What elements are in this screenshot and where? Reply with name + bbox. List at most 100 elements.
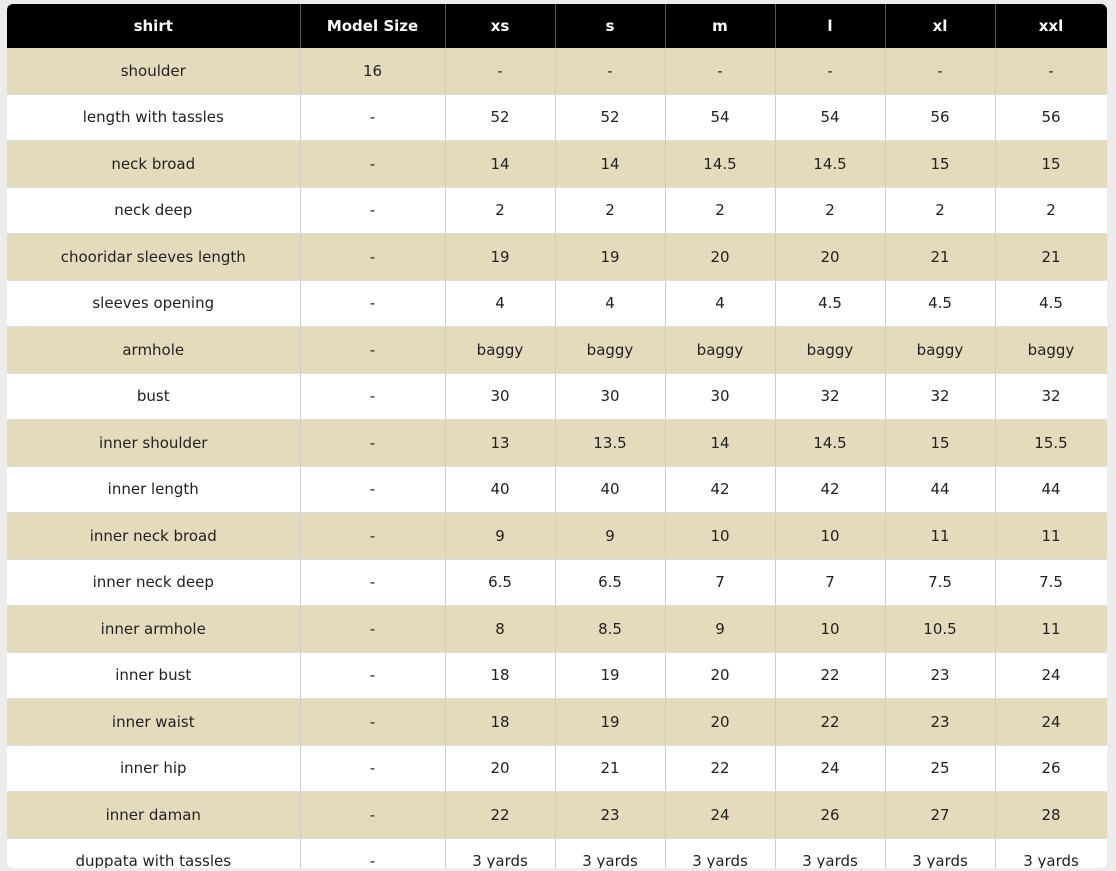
table-cell: 52 xyxy=(555,94,666,141)
table-cell: 18 xyxy=(445,698,556,746)
table-cell: 14.5 xyxy=(775,419,886,467)
header-cell: xs xyxy=(445,4,556,48)
row-label: bust xyxy=(7,373,301,420)
table-cell: 4 xyxy=(665,280,776,327)
table-cell: 2 xyxy=(885,187,996,234)
table-cell: 11 xyxy=(885,512,996,560)
table-cell: 23 xyxy=(885,698,996,746)
table-cell: 20 xyxy=(665,233,776,281)
table-cell: 2 xyxy=(775,187,886,234)
table-cell: 54 xyxy=(665,94,776,141)
header-cell: xl xyxy=(885,4,996,48)
table-cell: 10.5 xyxy=(885,605,996,653)
header-cell: Model Size xyxy=(300,4,446,48)
table-cell: 22 xyxy=(665,745,776,792)
table-row: inner neck deep -6.5 6.5 7 7 7.5 7.5 xyxy=(7,559,1107,606)
table-cell: 7 xyxy=(775,559,886,606)
table-cell: 22 xyxy=(445,791,556,839)
row-label: inner shoulder xyxy=(7,419,301,467)
table-cell: 56 xyxy=(885,94,996,141)
table-cell: 15 xyxy=(995,140,1107,188)
table-cell: 14 xyxy=(445,140,556,188)
size-table: shirt Model Size xs s m l xl xxl shoulder 16- - - -… xyxy=(7,4,1107,868)
table-row: armhole - baggy baggy baggy baggy baggy baggy xyxy=(7,326,1107,374)
table-cell: 14 xyxy=(555,140,666,188)
table-cell: 30 xyxy=(665,373,776,420)
row-label: chooridar sleeves length xyxy=(7,233,301,281)
table-cell: - xyxy=(300,559,446,606)
row-label: inner neck deep xyxy=(7,559,301,606)
table-cell: baggy xyxy=(885,326,996,374)
table-row: inner armhole -8 8.5 9 10 10.5 11 xyxy=(7,605,1107,653)
table-cell: 42 xyxy=(665,466,776,513)
table-row: neck deep -2 2 2 2 2 2 xyxy=(7,187,1107,234)
table-cell: 23 xyxy=(555,791,666,839)
table-cell: 22 xyxy=(775,652,886,699)
table-cell: 6.5 xyxy=(555,559,666,606)
table-cell: - xyxy=(300,512,446,560)
table-cell: 20 xyxy=(445,745,556,792)
row-label: armhole xyxy=(7,326,301,374)
table-cell: baggy xyxy=(555,326,666,374)
table-row: chooridar sleeves length -19 19 20 20 21 21 xyxy=(7,233,1107,281)
table-cell: 42 xyxy=(775,466,886,513)
table-cell: 11 xyxy=(995,605,1107,653)
row-label: neck broad xyxy=(7,140,301,188)
table-cell: 24 xyxy=(665,791,776,839)
row-label: inner hip xyxy=(7,745,301,792)
row-label: duppata with tassles xyxy=(7,838,301,868)
table-cell: 19 xyxy=(555,233,666,281)
table-cell: 4.5 xyxy=(775,280,886,327)
table-cell: 10 xyxy=(775,605,886,653)
table-row: inner waist -18 19 20 22 23 24 xyxy=(7,698,1107,746)
table-cell: 4 xyxy=(445,280,556,327)
row-label: neck deep xyxy=(7,187,301,234)
table-cell: 21 xyxy=(995,233,1107,281)
row-label: inner neck broad xyxy=(7,512,301,560)
row-label: length with tassles xyxy=(7,94,301,141)
table-cell: - xyxy=(300,326,446,374)
table-cell: 10 xyxy=(665,512,776,560)
table-cell: 52 xyxy=(445,94,556,141)
header-cell: s xyxy=(555,4,666,48)
table-cell: 4.5 xyxy=(995,280,1107,327)
table-row: inner daman -22 23 24 26 27 28 xyxy=(7,791,1107,839)
table-cell: 7.5 xyxy=(885,559,996,606)
table-row: inner bust -18 19 20 22 23 24 xyxy=(7,652,1107,699)
table-cell: 9 xyxy=(555,512,666,560)
table-cell: 16 xyxy=(300,48,446,95)
table-cell: 15.5 xyxy=(995,419,1107,467)
table-cell: 40 xyxy=(445,466,556,513)
row-label: inner length xyxy=(7,466,301,513)
table-cell: 32 xyxy=(775,373,886,420)
table-cell: - xyxy=(300,187,446,234)
table-cell: 32 xyxy=(995,373,1107,420)
table-cell: - xyxy=(300,466,446,513)
table-cell: - xyxy=(995,48,1107,95)
header-row: shirt Model Size xs s m l xl xxl xyxy=(7,4,1107,48)
table-cell: - xyxy=(300,745,446,792)
table-row: inner length -40 40 42 42 44 44 xyxy=(7,466,1107,513)
table-cell: 14 xyxy=(665,419,776,467)
table-cell: 4.5 xyxy=(885,280,996,327)
table-cell: - xyxy=(555,48,666,95)
table-cell: 24 xyxy=(995,698,1107,746)
header-cell: shirt xyxy=(7,4,301,48)
table-cell: 2 xyxy=(445,187,556,234)
header-cell: l xyxy=(775,4,886,48)
table-cell: - xyxy=(300,280,446,327)
table-cell: 4 xyxy=(555,280,666,327)
table-cell: - xyxy=(885,48,996,95)
table-cell: 44 xyxy=(885,466,996,513)
table-cell: 6.5 xyxy=(445,559,556,606)
table-cell: 10 xyxy=(775,512,886,560)
table-cell: 21 xyxy=(885,233,996,281)
table-cell: 13.5 xyxy=(555,419,666,467)
table-cell: 8.5 xyxy=(555,605,666,653)
table-cell: 3 yards xyxy=(995,838,1107,868)
table-cell: 2 xyxy=(665,187,776,234)
table-cell: - xyxy=(300,140,446,188)
size-chart: shirt Model Size xs s m l xl xxl shoulder 16- - - -… xyxy=(7,4,1107,868)
table-cell: 2 xyxy=(555,187,666,234)
table-cell: 54 xyxy=(775,94,886,141)
